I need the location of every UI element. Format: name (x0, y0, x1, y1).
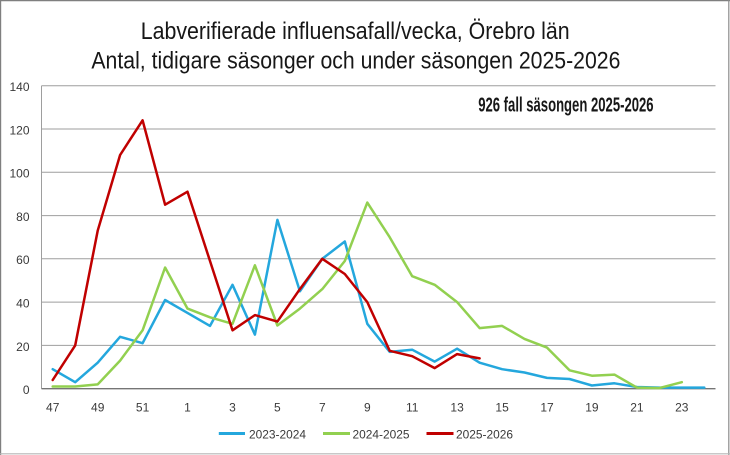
svg-text:51: 51 (136, 401, 150, 415)
svg-text:7: 7 (319, 401, 326, 415)
svg-text:3: 3 (229, 401, 236, 415)
svg-text:Antal, tidigare säsonger och u: Antal, tidigare säsonger och under säson… (91, 48, 620, 75)
svg-text:80: 80 (16, 210, 30, 224)
svg-text:47: 47 (46, 401, 60, 415)
svg-text:5: 5 (274, 401, 281, 415)
svg-text:100: 100 (9, 167, 29, 181)
svg-text:2024-2025: 2024-2025 (353, 428, 410, 442)
svg-text:40: 40 (16, 297, 30, 311)
svg-text:1: 1 (184, 401, 191, 415)
svg-text:Labverifierade influensafall/v: Labverifierade influensafall/vecka, Öreb… (141, 18, 570, 45)
svg-text:20: 20 (16, 340, 30, 354)
svg-text:19: 19 (585, 401, 599, 415)
svg-text:15: 15 (495, 401, 509, 415)
svg-text:9: 9 (364, 401, 371, 415)
svg-text:2025-2026: 2025-2026 (456, 428, 513, 442)
svg-text:23: 23 (675, 401, 689, 415)
svg-text:11: 11 (406, 401, 419, 415)
svg-text:49: 49 (91, 401, 105, 415)
svg-text:120: 120 (9, 123, 29, 137)
svg-text:13: 13 (450, 401, 464, 415)
svg-text:140: 140 (9, 80, 29, 94)
svg-text:17: 17 (540, 401, 554, 415)
svg-text:926 fall säsongen 2025-2026: 926 fall säsongen 2025-2026 (478, 94, 653, 116)
svg-text:21: 21 (630, 401, 644, 415)
svg-text:2023-2024: 2023-2024 (249, 428, 306, 442)
svg-text:60: 60 (16, 253, 30, 267)
svg-text:0: 0 (23, 383, 30, 397)
